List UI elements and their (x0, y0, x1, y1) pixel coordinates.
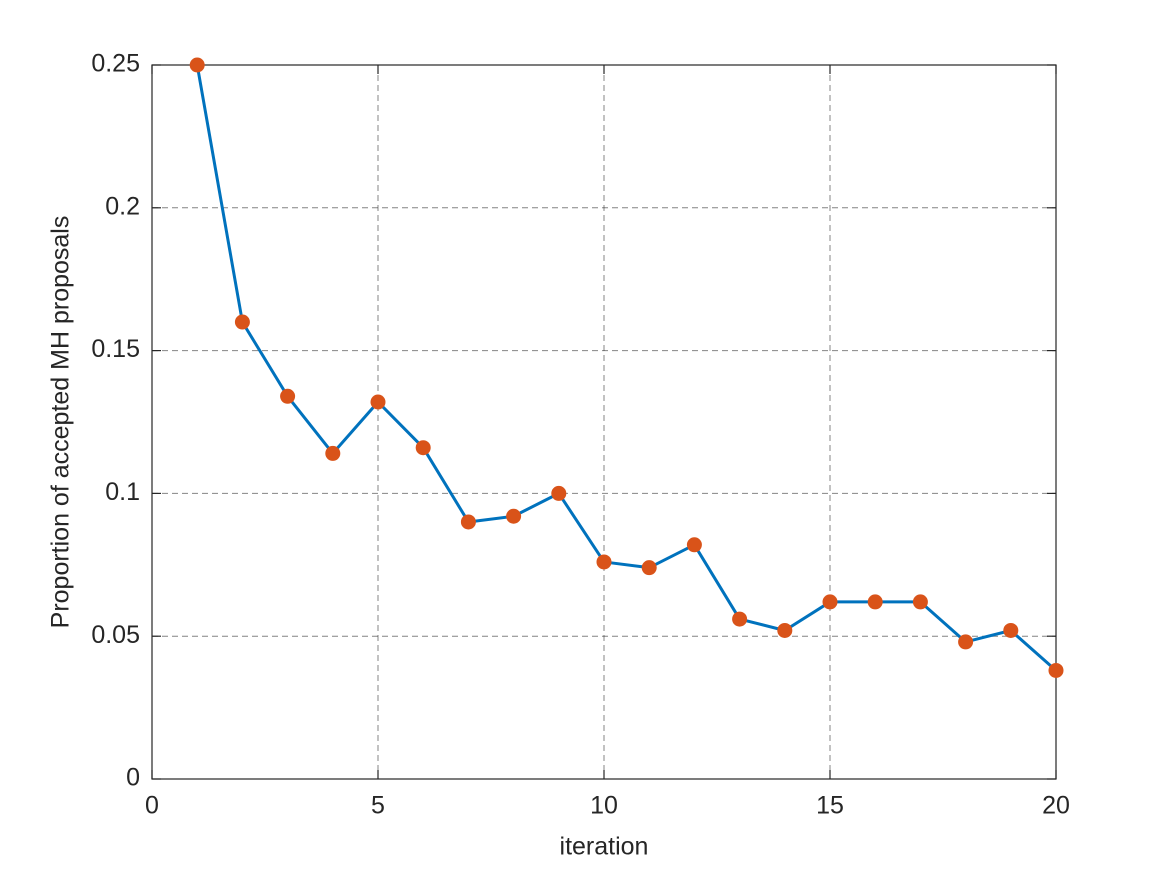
marker (280, 388, 296, 404)
x-tick-label: 15 (816, 792, 844, 820)
y-tick-label: 0.15 (91, 335, 140, 363)
marker (415, 440, 431, 456)
marker (596, 554, 612, 570)
marker (867, 594, 883, 610)
marker (370, 394, 386, 410)
y-axis-label: Proportion of accepted MH proposals (47, 216, 75, 629)
axes-box (151, 64, 1057, 780)
y-tick-label: 0 (126, 764, 140, 792)
marker (551, 485, 567, 501)
y-tick-label: 0.2 (105, 192, 140, 220)
marker (958, 634, 974, 650)
marker (732, 611, 748, 627)
plot-area (152, 65, 1056, 779)
marker (1048, 662, 1064, 678)
marker (460, 514, 476, 530)
marker (189, 57, 205, 73)
series-line (195, 64, 1057, 672)
marker (686, 537, 702, 553)
marker (1003, 622, 1019, 638)
marker (506, 508, 522, 524)
y-tick-label: 0.05 (91, 621, 140, 649)
x-tick-label: 0 (145, 792, 159, 820)
x-tick-label: 5 (371, 792, 385, 820)
x-axis-label: iteration (560, 833, 649, 861)
x-tick-label: 20 (1042, 792, 1070, 820)
x-tick-label: 10 (590, 792, 618, 820)
marker (325, 445, 341, 461)
marker (234, 314, 250, 330)
y-tick-label: 0.25 (91, 50, 140, 78)
y-tick-label: 0.1 (105, 478, 140, 506)
marker (641, 560, 657, 576)
marker (777, 622, 793, 638)
marker (912, 594, 928, 610)
marker (822, 594, 838, 610)
